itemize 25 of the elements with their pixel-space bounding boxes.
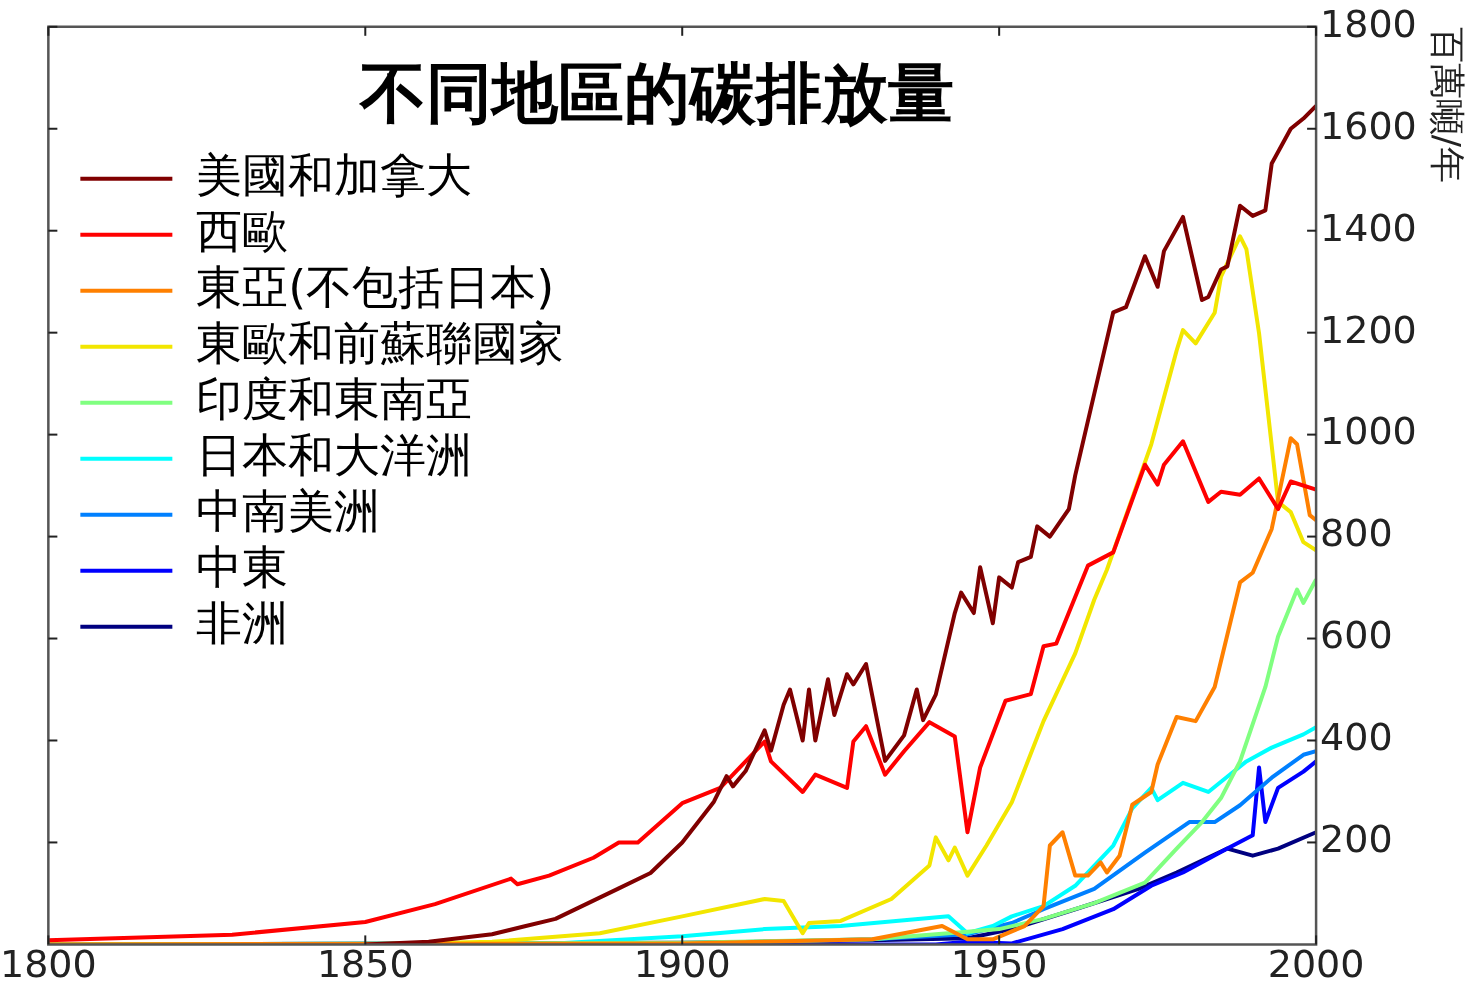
x-tick-label: 1950 [950, 942, 1048, 987]
y-tick-label: 600 [1320, 613, 1393, 658]
legend-label: 中東 [196, 539, 289, 594]
y-tick-label: 800 [1320, 511, 1393, 556]
legend-label: 美國和加拿大 [196, 147, 473, 202]
x-tick-label: 1900 [633, 942, 731, 987]
x-tick-label: 1850 [316, 942, 414, 987]
legend-label: 日本和大洋洲 [196, 427, 473, 482]
x-tick-label: 1800 [0, 942, 97, 987]
y-tick-label: 400 [1320, 715, 1393, 760]
legend-label: 非洲 [196, 595, 289, 650]
text: 不同地區的碳排放量 [357, 54, 954, 132]
legend-label: 中南美洲 [196, 483, 381, 538]
legend-label: 印度和東南亞 [196, 371, 473, 426]
y-tick-label: 1600 [1320, 103, 1417, 148]
y-tick-label: 1400 [1320, 205, 1417, 250]
y-axis-title: 百萬噸/年 [1427, 26, 1469, 183]
y-tick-label: 1000 [1320, 409, 1417, 454]
legend-label: 東亞(不包括日本) [196, 259, 555, 314]
legend-label: 西歐 [196, 203, 289, 258]
x-tick-label: 2000 [1267, 942, 1365, 987]
legend-label: 東歐和前蘇聯國家 [196, 315, 565, 370]
y-tick-label: 200 [1320, 817, 1393, 862]
y-tick-label: 1200 [1320, 307, 1417, 352]
y-tick-label: 1800 [1320, 1, 1417, 46]
